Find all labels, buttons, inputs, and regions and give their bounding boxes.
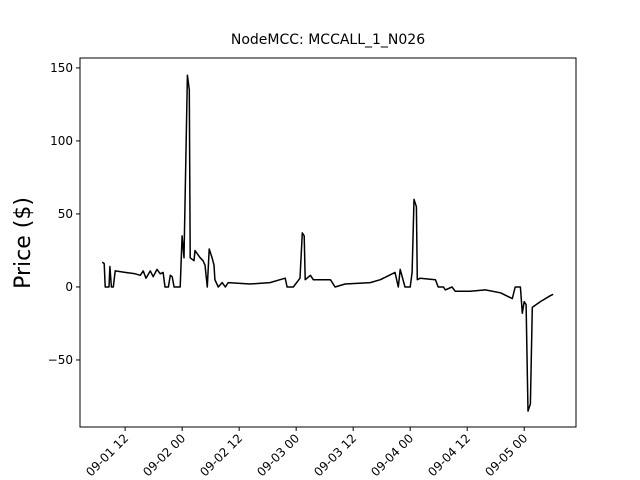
chart-title: NodeMCC: MCCALL_1_N026	[231, 32, 425, 48]
x-tick-label: 09-02 00	[140, 431, 188, 479]
x-tick-label: 09-02 12	[197, 431, 245, 479]
x-tick-label: 09-03 00	[254, 431, 302, 479]
data-line	[101, 74, 554, 412]
x-tick-label: 09-05 00	[482, 431, 530, 479]
y-axis-label: Price ($)	[11, 197, 36, 289]
x-tick-label: 09-01 12	[83, 431, 131, 479]
y-tick-label: 50	[58, 207, 73, 221]
y-tick-label: 150	[50, 61, 73, 75]
y-tick-label: 0	[65, 280, 73, 294]
plot-frame	[79, 57, 577, 428]
y-tick-label: 100	[50, 134, 73, 148]
x-tick-label: 09-03 12	[311, 431, 359, 479]
x-tick-label: 09-04 00	[368, 431, 416, 479]
x-tick-label: 09-04 12	[425, 431, 473, 479]
y-tick-label: −50	[48, 353, 73, 367]
